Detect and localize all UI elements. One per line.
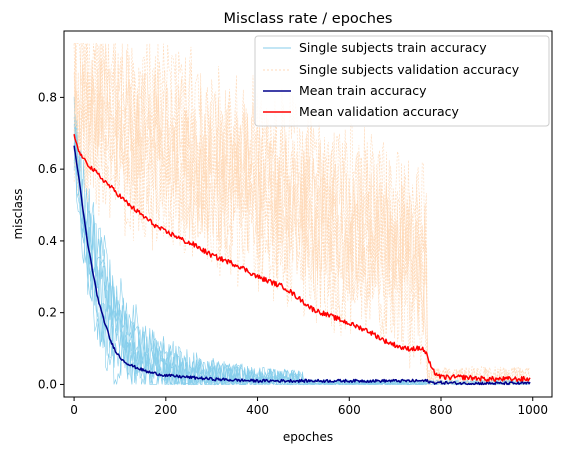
- x-tick-label: 1000: [517, 403, 548, 417]
- x-tick-label: 200: [154, 403, 177, 417]
- y-tick-label: 0.8: [38, 90, 57, 104]
- y-axis-label: misclass: [11, 188, 25, 239]
- y-tick-label: 0.6: [38, 162, 57, 176]
- x-tick-label: 400: [246, 403, 269, 417]
- x-tick-label: 0: [70, 403, 78, 417]
- legend: Single subjects train accuracy Single su…: [255, 36, 549, 126]
- legend-label-single-valid: Single subjects validation accuracy: [299, 62, 520, 77]
- x-tick-label: 600: [338, 403, 361, 417]
- y-tick-label: 0.0: [38, 377, 57, 391]
- legend-label-mean-train: Mean train accuracy: [299, 83, 427, 98]
- x-axis-label: epoches: [283, 430, 333, 444]
- chart-title: Misclass rate / epoches: [224, 11, 393, 27]
- x-tick-label: 800: [430, 403, 453, 417]
- legend-label-single-train: Single subjects train accuracy: [299, 40, 487, 55]
- y-tick-label: 0.2: [38, 306, 57, 320]
- y-tick-label: 0.4: [38, 234, 57, 248]
- legend-label-mean-valid: Mean validation accuracy: [299, 104, 460, 119]
